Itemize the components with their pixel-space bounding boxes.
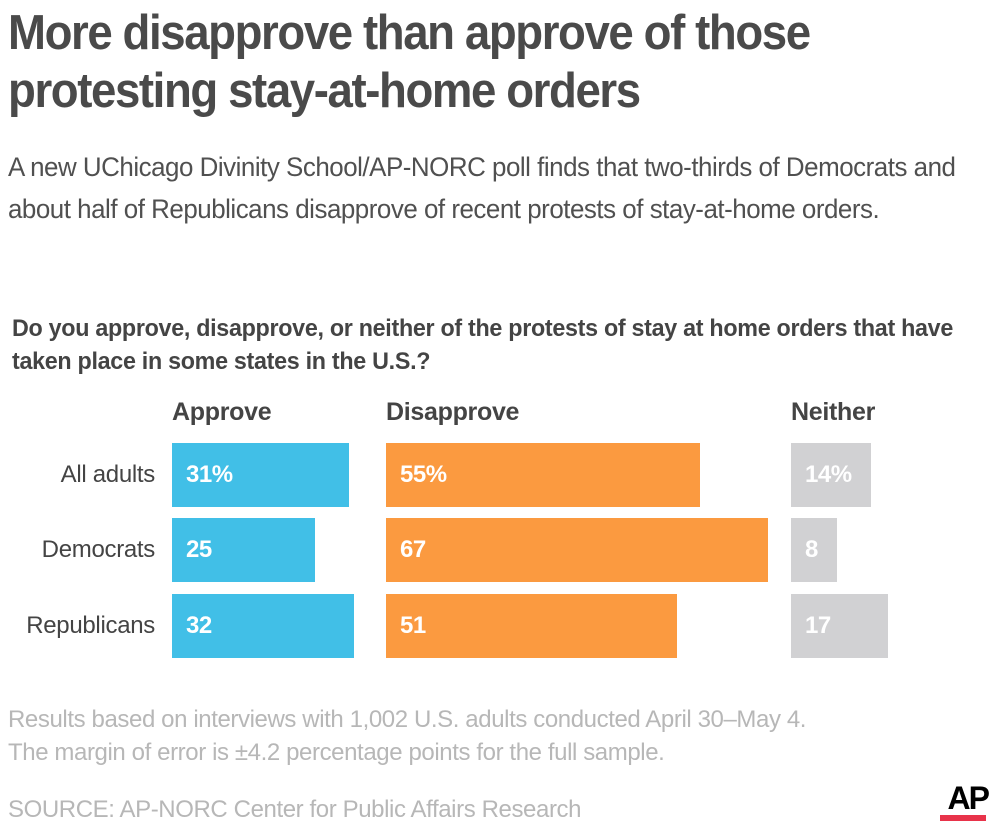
chart-subtitle: A new UChicago Divinity School/AP-NORC p… <box>8 152 956 224</box>
bar-approve-democrats: 25 <box>172 518 315 582</box>
row-label-republicans: Republicans <box>26 612 155 639</box>
bar-value-label: 31% <box>186 461 233 488</box>
row-label-democrats: Democrats <box>41 536 156 563</box>
bar-neither-democrats: 8 <box>791 518 837 582</box>
chart-title: More disapprove than approve of those pr… <box>8 6 811 118</box>
bar-approve-all-adults: 31% <box>172 443 349 507</box>
methodology-note-line1: Results based on interviews with 1,002 U… <box>8 706 807 733</box>
column-header-disapprove: Disapprove <box>386 398 520 426</box>
bar-value-label: 55% <box>400 461 447 488</box>
survey-question: Do you approve, disapprove, or neither o… <box>12 315 954 375</box>
column-header-approve: Approve <box>172 398 272 426</box>
bar-neither-republicans: 17 <box>791 594 888 658</box>
bar-disapprove-republicans: 51 <box>386 594 677 658</box>
bar-value-label: 14% <box>805 461 852 488</box>
ap-logo-underline <box>940 815 986 821</box>
row-label-all-adults: All adults <box>60 461 156 488</box>
column-header-neither: Neither <box>791 398 876 426</box>
methodology-note-line2: The margin of error is ±4.2 percentage p… <box>8 739 665 766</box>
bar-disapprove-democrats: 67 <box>386 518 768 582</box>
bar-value-label: 25 <box>186 536 212 563</box>
bar-approve-republicans: 32 <box>172 594 355 658</box>
bar-neither-all-adults: 14% <box>791 443 871 507</box>
bar-value-label: 8 <box>805 536 818 563</box>
bar-disapprove-all-adults: 55% <box>386 443 700 507</box>
bar-value-label: 17 <box>805 612 831 639</box>
bar-value-label: 32 <box>186 612 212 639</box>
bar-value-label: 67 <box>400 536 426 563</box>
ap-logo: AP <box>947 780 990 816</box>
bar-value-label: 51 <box>400 612 426 639</box>
source-note: SOURCE: AP-NORC Center for Public Affair… <box>8 796 582 823</box>
